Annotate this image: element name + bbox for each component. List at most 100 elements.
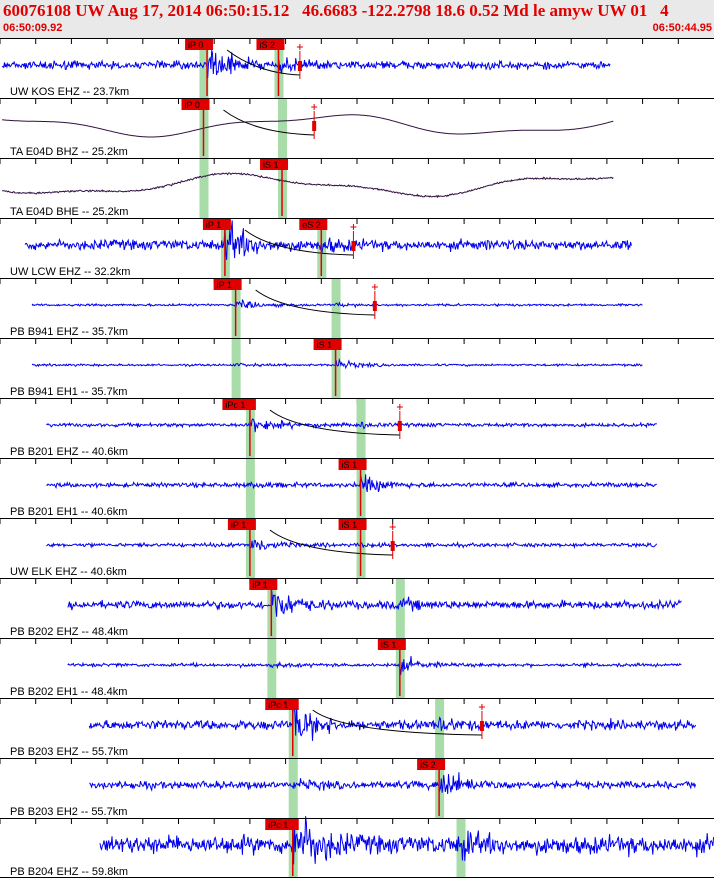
station-label: TA E04D BHE -- 25.2km bbox=[10, 206, 128, 218]
waveform bbox=[24, 220, 632, 260]
phase-pick-label: iP 1 bbox=[206, 220, 221, 230]
station-label: TA E04D BHZ -- 25.2km bbox=[10, 146, 128, 158]
phase-window bbox=[199, 39, 209, 98]
phase-pick-label: iS 2 bbox=[420, 760, 436, 770]
phase-pick-label: iPc 1 bbox=[225, 400, 245, 410]
trace-row: iP 0 iS 2 UW KOS EHZ -- 23.7km bbox=[0, 38, 714, 98]
travel-time-curve bbox=[312, 709, 482, 736]
phase-pick-label: iP 1 bbox=[252, 580, 267, 590]
travel-time-curve bbox=[226, 49, 300, 76]
phase-pick-flag bbox=[227, 519, 256, 530]
trace-row: iS 2 PB B203 EH2 -- 55.7km bbox=[0, 758, 714, 818]
phase-pick-label: iS 2 bbox=[259, 40, 275, 50]
travel-time-curve bbox=[255, 289, 375, 316]
waveform bbox=[46, 474, 657, 493]
trace-row: iPc 1 PB B203 EHZ -- 55.7km bbox=[0, 698, 714, 758]
amplitude-marker-box bbox=[372, 301, 377, 311]
waveform bbox=[99, 816, 714, 865]
trace-row: iP 1 iS 1 UW ELK EHZ -- 40.6km bbox=[0, 518, 714, 578]
station-label: UW LCW EHZ -- 32.2km bbox=[10, 266, 130, 278]
phase-window bbox=[331, 279, 341, 338]
phase-pick-label: iP 1 bbox=[231, 520, 246, 530]
phase-pick-label: iS 1 bbox=[263, 160, 279, 170]
phase-pick-label: iPc 1 bbox=[268, 700, 288, 710]
amplitude-marker-box bbox=[312, 121, 317, 131]
trace-row: iP 1 PB B941 EHZ -- 35.7km bbox=[0, 278, 714, 338]
amplitude-marker-box bbox=[479, 721, 484, 731]
phase-window bbox=[456, 819, 466, 878]
trace-row: iS 1 PB B941 EH1 -- 35.7km bbox=[0, 338, 714, 398]
phase-pick-flag bbox=[299, 219, 328, 230]
phase-window bbox=[199, 159, 209, 218]
phase-pick-flag bbox=[181, 99, 210, 110]
phase-window bbox=[395, 579, 405, 638]
phase-window bbox=[435, 699, 445, 758]
amplitude-marker-box bbox=[397, 421, 402, 431]
station-label: PB B203 EHZ -- 55.7km bbox=[10, 746, 128, 758]
waveform bbox=[67, 590, 682, 617]
amplitude-marker-box bbox=[390, 541, 395, 551]
phase-pick-label: iS 1 bbox=[381, 640, 397, 650]
phase-pick-flag bbox=[249, 579, 278, 590]
trace-row: iPc 1 PB B201 EHZ -- 40.6km bbox=[0, 398, 714, 458]
phase-pick-label: iP 0 bbox=[184, 100, 199, 110]
phase-pick-flag bbox=[265, 819, 299, 830]
amplitude-marker-box bbox=[297, 61, 302, 71]
waveform bbox=[67, 655, 682, 676]
time-end-label: 06:50:44.95 bbox=[652, 22, 712, 34]
phase-pick-flag bbox=[222, 399, 256, 410]
phase-pick-flag bbox=[338, 519, 367, 530]
phase-pick-label: iP 1 bbox=[217, 280, 232, 290]
waveform bbox=[31, 299, 643, 309]
phase-pick-flag bbox=[377, 639, 406, 650]
phase-window bbox=[267, 639, 277, 698]
trace-row: iS 1 PB B202 EH1 -- 48.4km bbox=[0, 638, 714, 698]
trace-row: iP 0 TA E04D BHZ -- 25.2km bbox=[0, 98, 714, 158]
station-label: PB B201 EH1 -- 40.6km bbox=[10, 506, 127, 518]
phase-window bbox=[231, 339, 241, 398]
station-label: PB B202 EHZ -- 48.4km bbox=[10, 626, 128, 638]
station-label: PB B201 EHZ -- 40.6km bbox=[10, 446, 128, 458]
phase-pick-flag bbox=[417, 759, 446, 770]
event-header: 60076108 UW Aug 17, 2014 06:50:15.12 46.… bbox=[0, 0, 714, 38]
waveform bbox=[46, 418, 658, 433]
waveform bbox=[46, 539, 658, 551]
trace-row: iP 1 eS 2 UW LCW EHZ -- 32.2km bbox=[0, 218, 714, 278]
station-label: PB B941 EHZ -- 35.7km bbox=[10, 326, 128, 338]
waveform bbox=[31, 357, 643, 370]
phase-window bbox=[278, 99, 288, 158]
time-start-label: 06:50:09.92 bbox=[3, 22, 63, 34]
trace-row: iS 1 TA E04D BHE -- 25.2km bbox=[0, 158, 714, 218]
trace-row: iS 1 PB B201 EH1 -- 40.6km bbox=[0, 458, 714, 518]
trace-row: iPc 1 PB B204 EHZ -- 59.8km bbox=[0, 816, 714, 878]
amplitude-marker-box bbox=[351, 241, 356, 251]
phase-pick-label: iP 0 bbox=[188, 40, 203, 50]
station-label: PB B204 EHZ -- 59.8km bbox=[10, 866, 128, 878]
phase-pick-label: iS 1 bbox=[342, 520, 358, 530]
station-label: UW KOS EHZ -- 23.7km bbox=[10, 86, 129, 98]
waveform bbox=[2, 172, 614, 199]
trace-row: iP 1 PB B202 EHZ -- 48.4km bbox=[0, 578, 714, 638]
waveform bbox=[2, 114, 614, 138]
phase-pick-flag bbox=[256, 39, 285, 50]
phase-window bbox=[356, 399, 366, 458]
phase-pick-label: iS 1 bbox=[342, 460, 358, 470]
travel-time-curve bbox=[223, 109, 315, 136]
travel-time-curve bbox=[269, 529, 393, 556]
phase-pick-flag bbox=[260, 159, 289, 170]
phase-pick-label: iPc 1 bbox=[268, 820, 288, 830]
station-label: PB B203 EH2 -- 55.7km bbox=[10, 806, 127, 818]
phase-pick-flag bbox=[338, 459, 367, 470]
phase-pick-flag bbox=[213, 279, 242, 290]
phase-window bbox=[245, 459, 255, 518]
phase-pick-flag bbox=[265, 699, 299, 710]
phase-pick-flag bbox=[313, 339, 342, 350]
phase-pick-flag bbox=[202, 219, 231, 230]
phase-pick-label: eS 2 bbox=[302, 220, 321, 230]
station-label: PB B202 EH1 -- 48.4km bbox=[10, 686, 127, 698]
seismogram-panel[interactable]: iP 0 iS 2 UW KOS EHZ -- 23.7km iP 0 TA E04D … bbox=[0, 38, 714, 878]
station-label: UW ELK EHZ -- 40.6km bbox=[10, 566, 127, 578]
travel-time-curve bbox=[269, 409, 400, 436]
phase-pick-flag bbox=[185, 39, 214, 50]
event-title: 60076108 UW Aug 17, 2014 06:50:15.12 46.… bbox=[3, 1, 669, 20]
